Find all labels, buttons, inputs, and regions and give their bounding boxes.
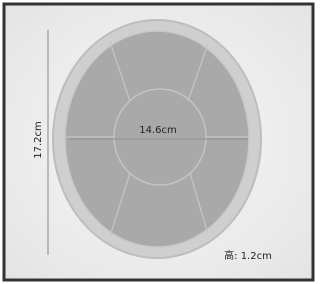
thickness-label: 高: 1.2cm [224, 249, 272, 262]
product-image: 17.2cm 14.6cm 高: 1.2cm [0, 0, 317, 284]
width-label: 14.6cm [139, 125, 177, 136]
height-label: 17.2cm [33, 121, 44, 159]
